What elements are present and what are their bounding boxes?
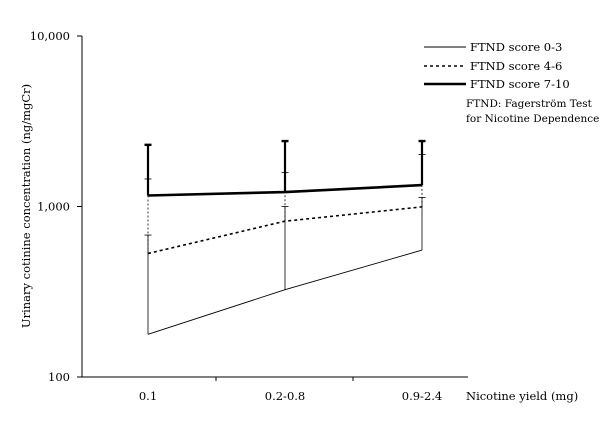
x-tick-label: 0.2-0.8 xyxy=(265,389,305,403)
y-tick-label: 1,000 xyxy=(37,200,70,214)
y-axis-title: Urinary cotinine concentration (ng/mgCr) xyxy=(19,84,33,328)
legend-label: FTND score 4-6 xyxy=(470,59,562,73)
x-axis-title: Nicotine yield (mg) xyxy=(466,389,578,403)
legend-label: FTND score 0-3 xyxy=(470,40,562,54)
x-tick-label: 0.9-2.4 xyxy=(402,389,442,403)
legend-label: FTND score 7-10 xyxy=(470,77,570,91)
series-1 xyxy=(145,197,426,334)
x-tick-label: 0.1 xyxy=(139,389,157,403)
legend: FTND score 0-3 FTND score 4-6 FTND score 7… xyxy=(424,40,599,125)
series-group xyxy=(145,141,426,334)
axes: 100 1,000 10,000 0.1 0.2-0.8 0.9-2.4 xyxy=(30,29,468,403)
y-tick-label: 10,000 xyxy=(30,29,70,43)
series-3 xyxy=(145,141,426,195)
legend-note: for Nicotine Dependence xyxy=(466,113,599,125)
legend-note: FTND: Fagerström Test xyxy=(466,98,593,110)
y-tick-label: 100 xyxy=(48,370,70,384)
